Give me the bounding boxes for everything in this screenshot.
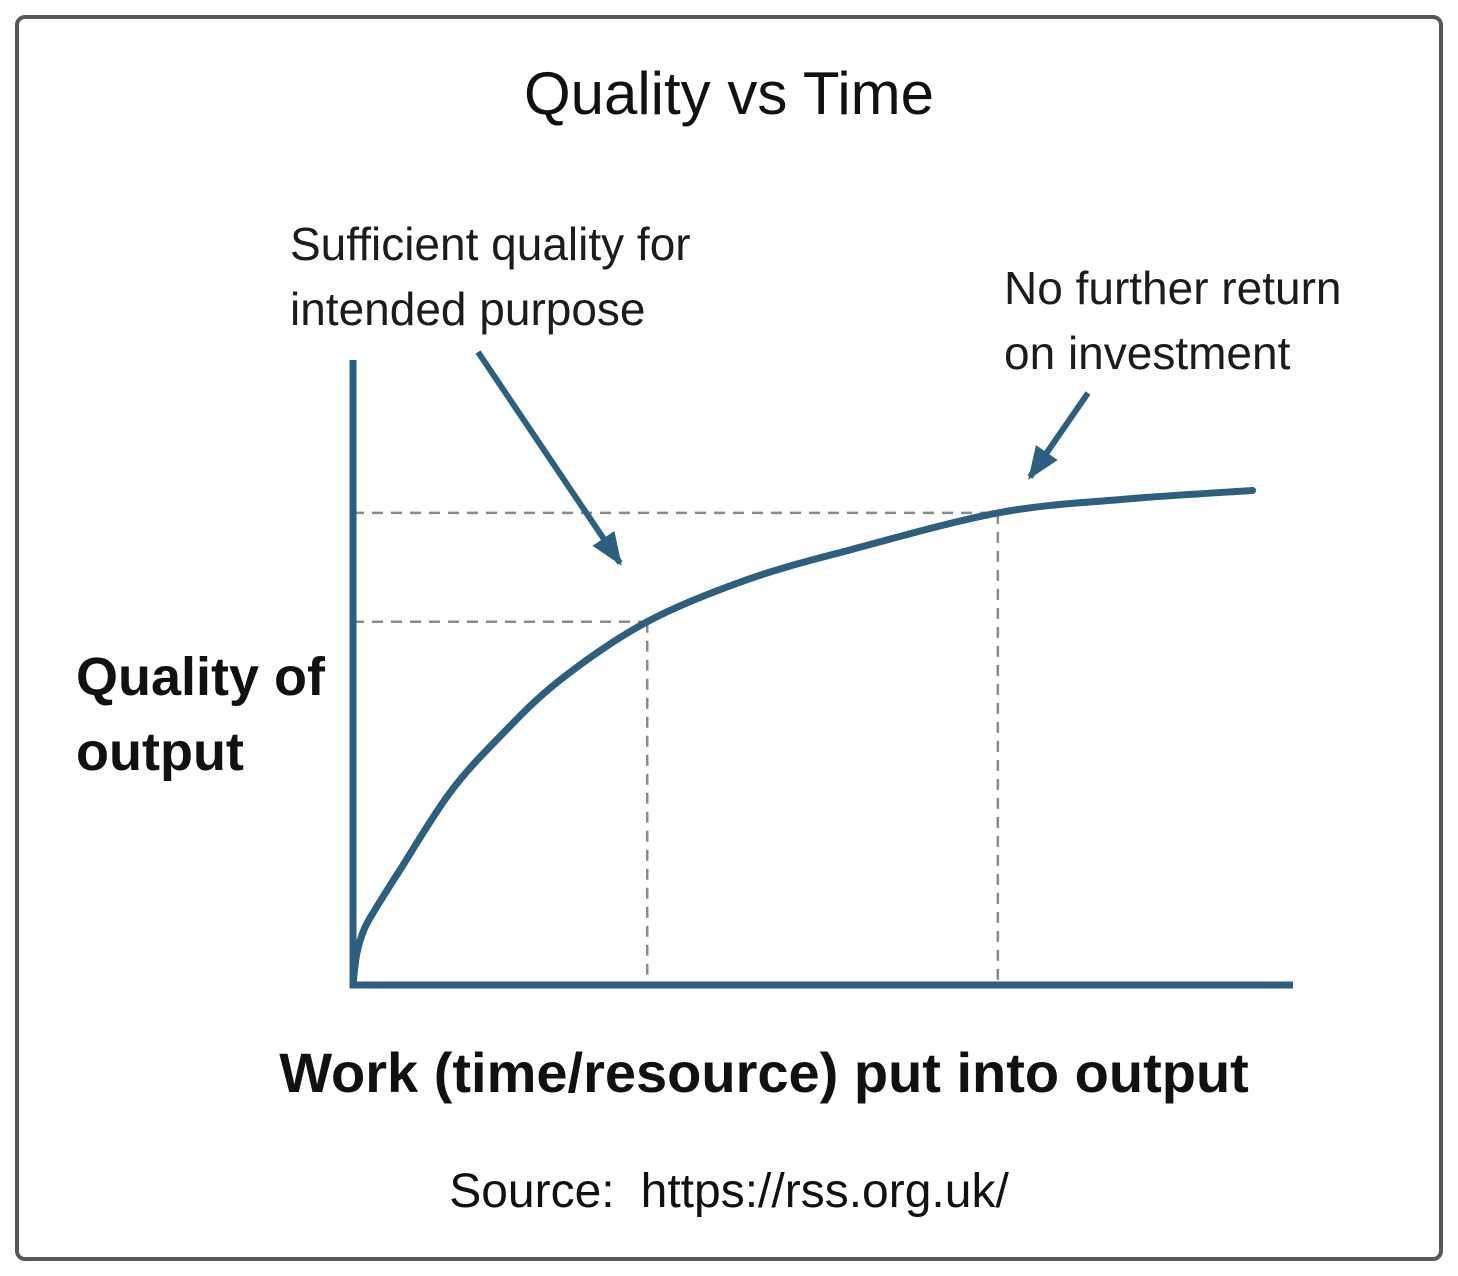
- annotation-sufficient-quality: Sufficient quality for intended purpose: [290, 218, 691, 336]
- annotation-no-further-return: No further return on investment: [1004, 262, 1342, 380]
- source-label: Source:: [449, 1165, 615, 1218]
- source-line: Source: https://rss.org.uk/: [0, 1164, 1458, 1219]
- arrow-to-no-further-return-point: [1027, 391, 1091, 480]
- dashed-guide-lines: [353, 511, 1000, 985]
- y-axis-label: Quality of output: [76, 647, 326, 782]
- annotation-arrows: [475, 350, 1091, 566]
- quality-curve: [349, 487, 1257, 989]
- figure-border-frame: [15, 15, 1443, 1261]
- source-url: https://rss.org.uk/: [640, 1165, 1009, 1218]
- arrow-to-sufficient-quality-point: [475, 350, 623, 566]
- chart-title: Quality vs Time: [523, 60, 935, 127]
- x-axis-label: Work (time/resource) put into output: [279, 1041, 1249, 1104]
